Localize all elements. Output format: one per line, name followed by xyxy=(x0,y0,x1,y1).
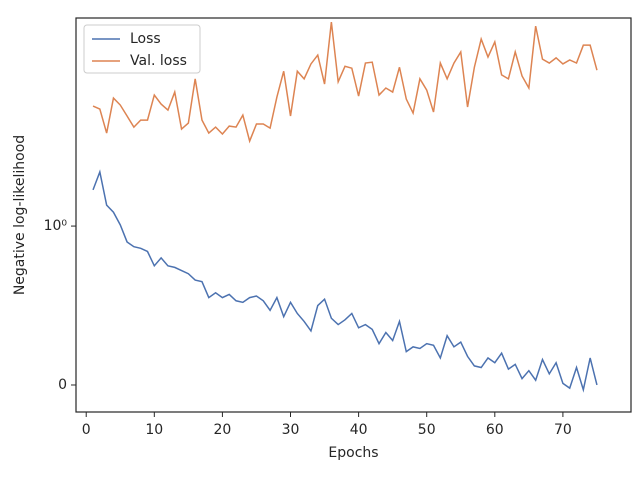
x-tick-label: 40 xyxy=(350,422,368,438)
x-tick-label: 30 xyxy=(282,422,300,438)
plot-area xyxy=(75,17,632,413)
x-axis-label: Epochs xyxy=(328,445,378,461)
y-tick-label: 0 xyxy=(58,377,67,393)
series-line xyxy=(92,21,598,144)
y-axis-label: Negative log-likelihood xyxy=(12,135,28,295)
legend-label: Loss xyxy=(130,31,161,47)
x-tick-label: 20 xyxy=(213,422,231,438)
legend-label: Val. loss xyxy=(130,53,187,69)
series-line xyxy=(92,169,598,393)
y-tick-label: 10⁰ xyxy=(44,218,68,234)
x-tick-label: 10 xyxy=(145,422,163,438)
x-tick-label: 50 xyxy=(418,422,436,438)
legend: Loss Val. loss xyxy=(83,24,201,74)
x-tick-label: 70 xyxy=(554,422,572,438)
x-tick-label: 0 xyxy=(82,422,91,438)
x-tick-label: 60 xyxy=(486,422,504,438)
